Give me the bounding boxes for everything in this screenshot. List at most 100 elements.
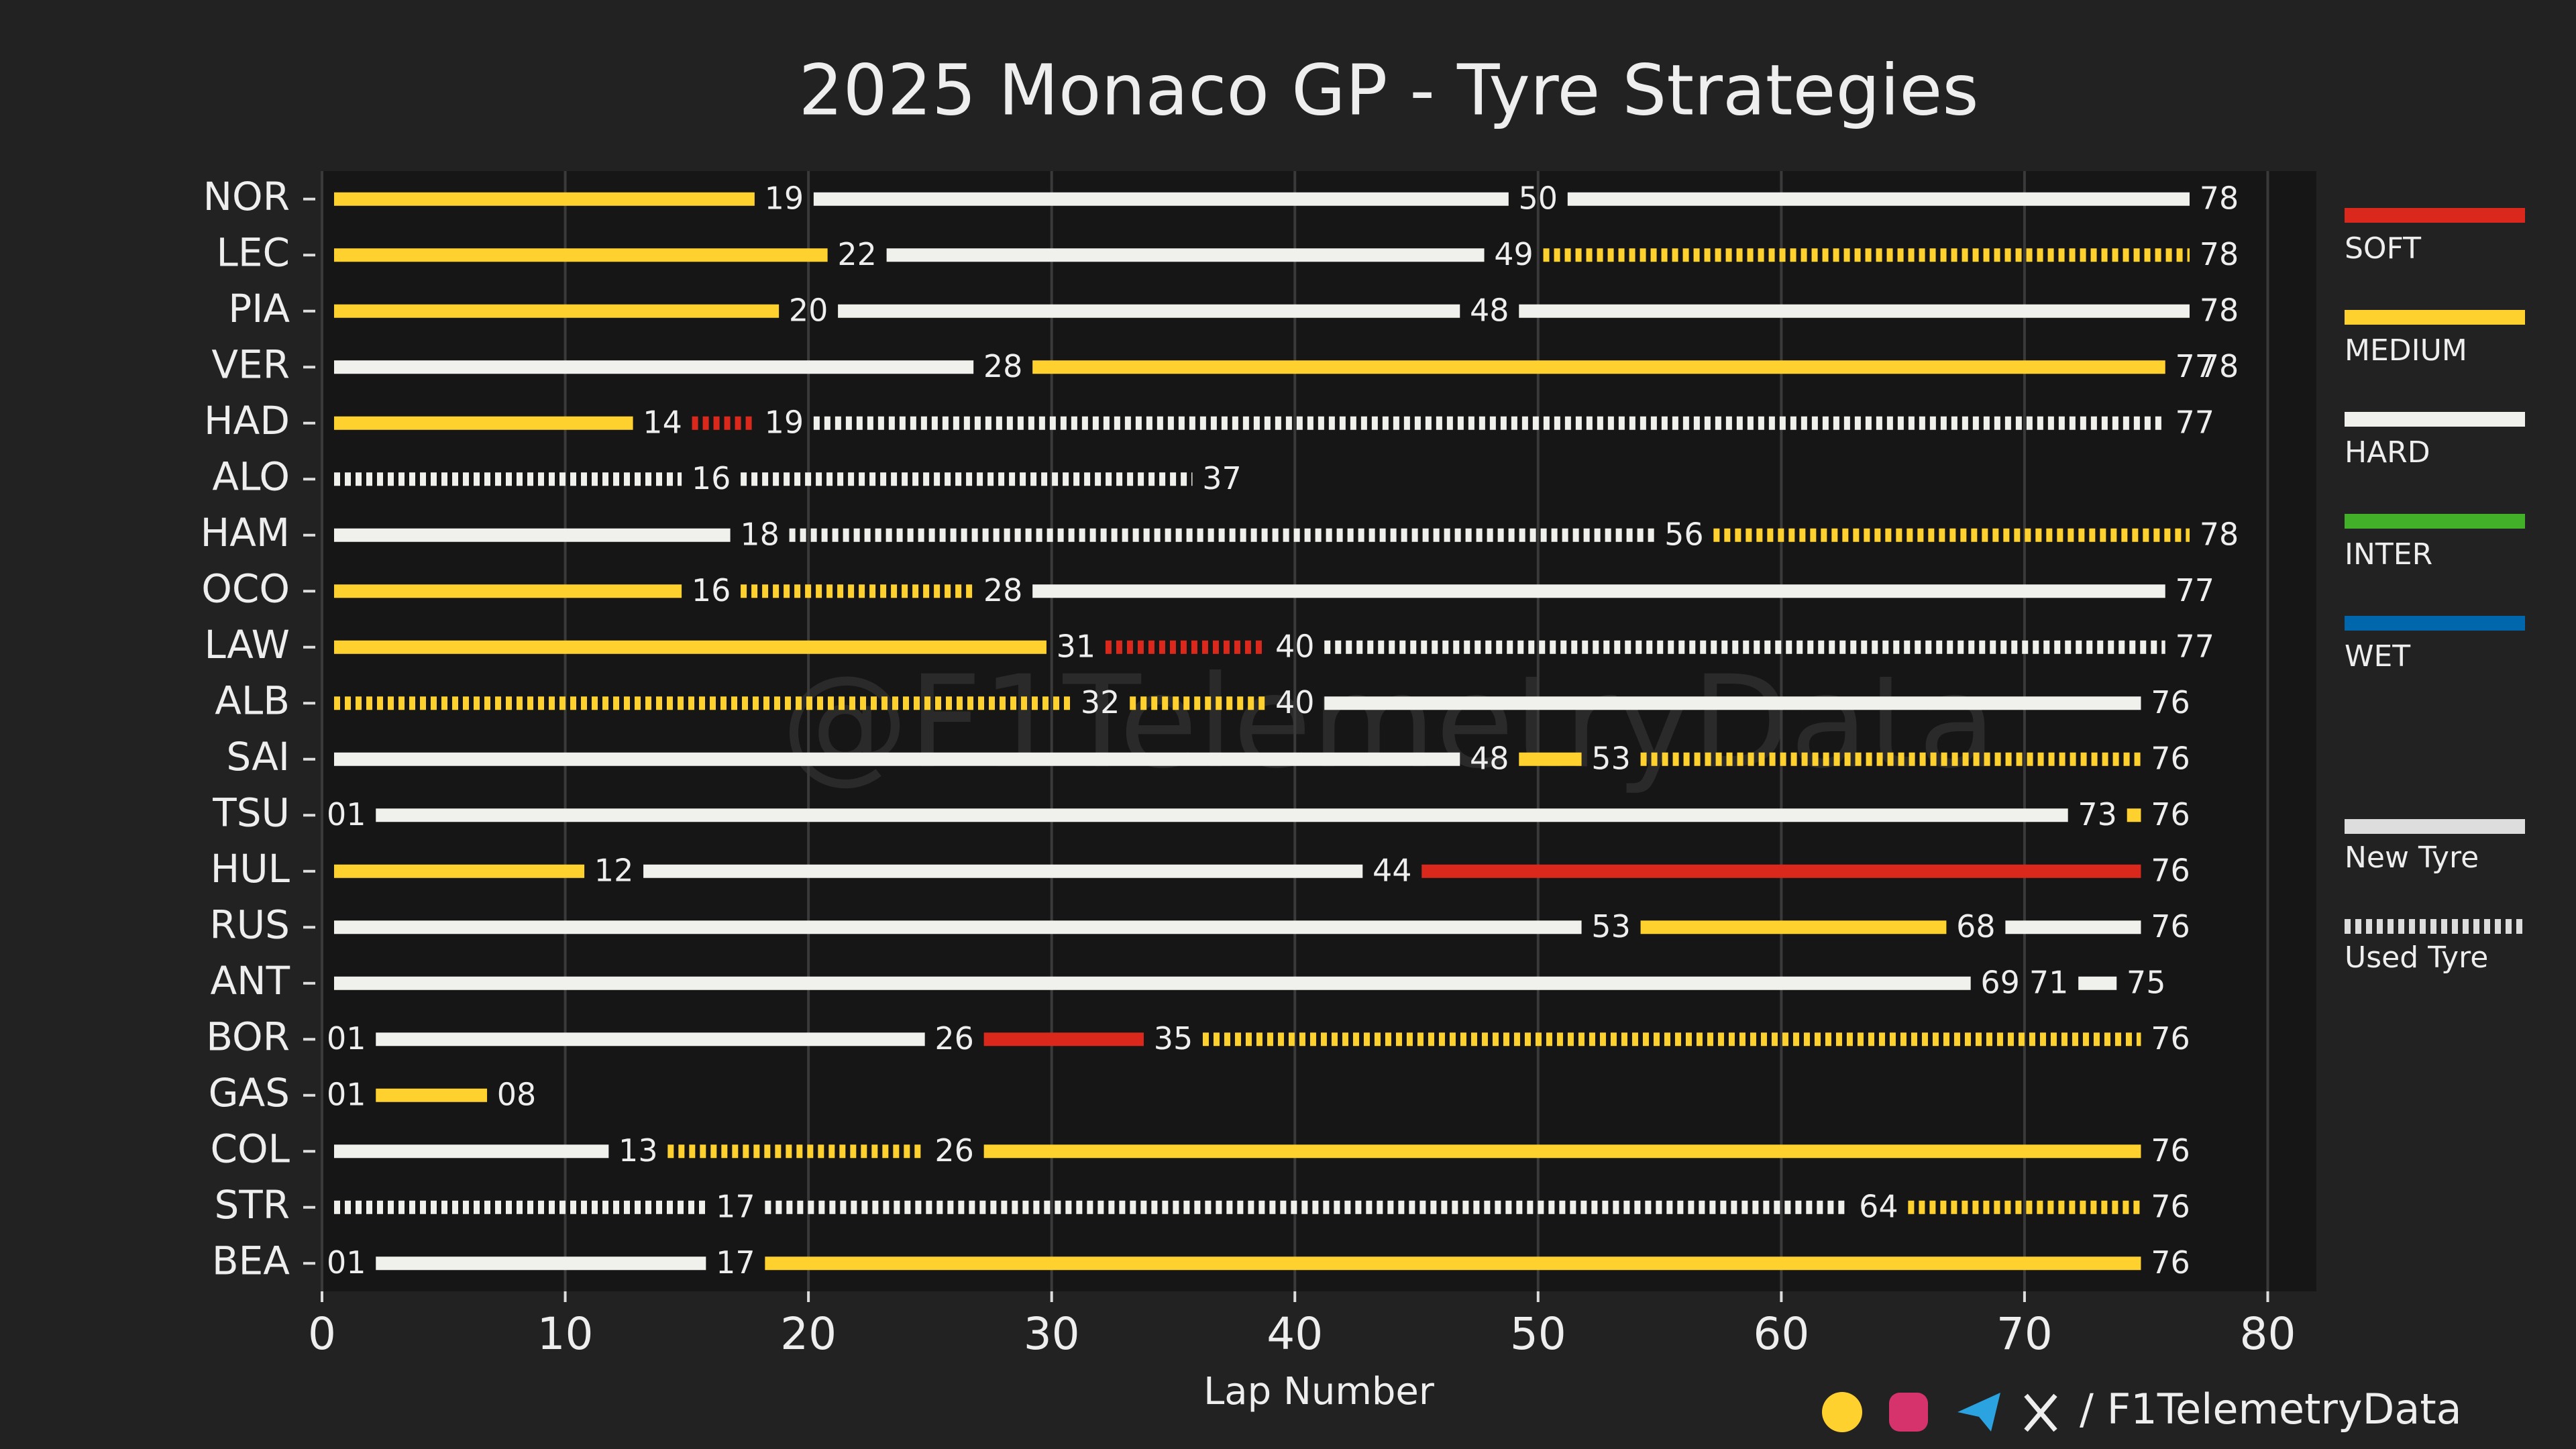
stint-end-label: 78: [2200, 292, 2239, 328]
stint-end-label: 69: [1980, 964, 2020, 1000]
stint-end-label: 40: [1275, 628, 1315, 664]
stint-end-label: 77: [2175, 404, 2214, 440]
stint-end-label: 48: [1470, 740, 1509, 776]
stint-end-label: 26: [934, 1132, 974, 1169]
stint-end-label: 14: [643, 404, 682, 440]
legend-label: MEDIUM: [2345, 333, 2467, 368]
stint-end-label: 76: [2151, 852, 2190, 888]
stint-end-label: 76: [2151, 908, 2190, 945]
stint-end-label: 17: [716, 1244, 755, 1281]
stint-end-label: 17: [716, 1188, 755, 1224]
driver-label: NOR: [203, 174, 290, 219]
driver-label: BEA: [212, 1238, 290, 1283]
driver-label: HUL: [211, 846, 290, 892]
x-tick-label: 0: [308, 1308, 336, 1360]
x-axis-label: Lap Number: [1203, 1370, 1435, 1413]
stint-end-label: 26: [934, 1020, 974, 1057]
stint-end-label: 56: [1664, 516, 1704, 552]
stint-end-label: 64: [1859, 1188, 1898, 1224]
stint-end-label: 12: [594, 852, 634, 888]
stint-end-label: 50: [1519, 180, 1558, 216]
stint-end-label: 78: [2200, 180, 2239, 216]
stint-end-label: 49: [1494, 236, 1534, 272]
driver-label: HAD: [204, 398, 290, 443]
legend-label: Used Tyre: [2345, 941, 2488, 975]
stint-end-label: 01: [327, 1020, 366, 1057]
legend-label: SOFT: [2345, 231, 2421, 266]
stint-end-label: 37: [1202, 460, 1242, 496]
stint-end-label: 19: [765, 404, 804, 440]
stint-end-label: 32: [1081, 684, 1120, 720]
driver-label: RUS: [209, 902, 290, 947]
stint-end-label: 01: [327, 796, 366, 833]
stint-end-label: 01: [327, 1076, 366, 1112]
driver-label: BOR: [206, 1014, 290, 1059]
stint-end-label: 16: [692, 460, 731, 496]
stint-end-label: 76: [2151, 684, 2190, 720]
driver-label: GAS: [209, 1070, 290, 1116]
stint-end-label: 44: [1373, 852, 1412, 888]
stint-end-label: 28: [983, 348, 1023, 384]
x-tick-label: 10: [537, 1308, 594, 1360]
icon: [1957, 1393, 2000, 1432]
stint-end-label: 78: [2200, 236, 2239, 272]
stint-end-label: 76: [2151, 1188, 2190, 1224]
driver-label: OCO: [201, 566, 290, 611]
stint-end-label: 19: [765, 180, 804, 216]
chart-title: 2025 Monaco GP - Tyre Strategies: [798, 49, 1978, 131]
watermark: @F1TelemetryData: [781, 648, 1996, 796]
icon: [2024, 1393, 2057, 1432]
driver-label: PIA: [228, 286, 290, 331]
footer: / F1TelemetryData: [2080, 1385, 2462, 1434]
stint-end-label: 13: [619, 1132, 658, 1169]
stint-end-label: 77: [2175, 628, 2214, 664]
stint-end-label: 76: [2151, 796, 2190, 833]
driver-label: ANT: [211, 958, 290, 1004]
legend-label: New Tyre: [2345, 841, 2479, 875]
driver-label: STR: [214, 1182, 290, 1228]
driver-label: LAW: [205, 622, 290, 667]
stint-end-label: 53: [1591, 740, 1631, 776]
driver-label: HAM: [201, 510, 290, 555]
icon: [1822, 1392, 1862, 1432]
stint-end-label: 16: [692, 572, 731, 608]
stint-end-label: 35: [1154, 1020, 1193, 1057]
stint-end-label: 68: [1956, 908, 1996, 945]
stint-end-label: 31: [1057, 628, 1096, 664]
legend-label: INTER: [2345, 537, 2432, 572]
stint-end-label: 75: [2127, 964, 2166, 1000]
x-tick-label: 30: [1024, 1308, 1080, 1360]
x-tick-label: 80: [2239, 1308, 2296, 1360]
driver-label: COL: [211, 1126, 290, 1171]
x-tick-label: 20: [780, 1308, 837, 1360]
icon: [1889, 1393, 1928, 1432]
stint-end-label: 53: [1591, 908, 1631, 945]
legend-label: WET: [2345, 639, 2410, 674]
stint-end-label: 73: [2078, 796, 2117, 833]
stint-end-label: 20: [789, 292, 828, 328]
stint-end-label: 78: [2200, 348, 2239, 384]
stint-end-label: 22: [837, 236, 877, 272]
stint-end-label: 18: [740, 516, 780, 552]
driver-label: SAI: [226, 734, 290, 780]
stint-end-label: 08: [497, 1076, 537, 1112]
stint-end-label: 01: [327, 1244, 366, 1281]
driver-label: LEC: [217, 229, 290, 275]
legend-label: HARD: [2345, 435, 2430, 470]
stint-end-label: 48: [1470, 292, 1509, 328]
driver-label: TSU: [212, 790, 290, 835]
stint-end-label: 76: [2151, 1244, 2190, 1281]
x-tick-label: 70: [1996, 1308, 2053, 1360]
stint-end-label: 76: [2151, 740, 2190, 776]
driver-label: ALB: [215, 678, 290, 723]
social-icons: [1822, 1392, 2057, 1432]
x-tick-label: 40: [1267, 1308, 1323, 1360]
stint-end-label: 77: [2175, 572, 2214, 608]
plot-area: [322, 171, 2316, 1291]
stint-end-label: 78: [2200, 516, 2239, 552]
x-tick-label: 50: [1510, 1308, 1566, 1360]
stint-end-label: 71: [2029, 964, 2069, 1000]
stint-end-label: 76: [2151, 1132, 2190, 1169]
